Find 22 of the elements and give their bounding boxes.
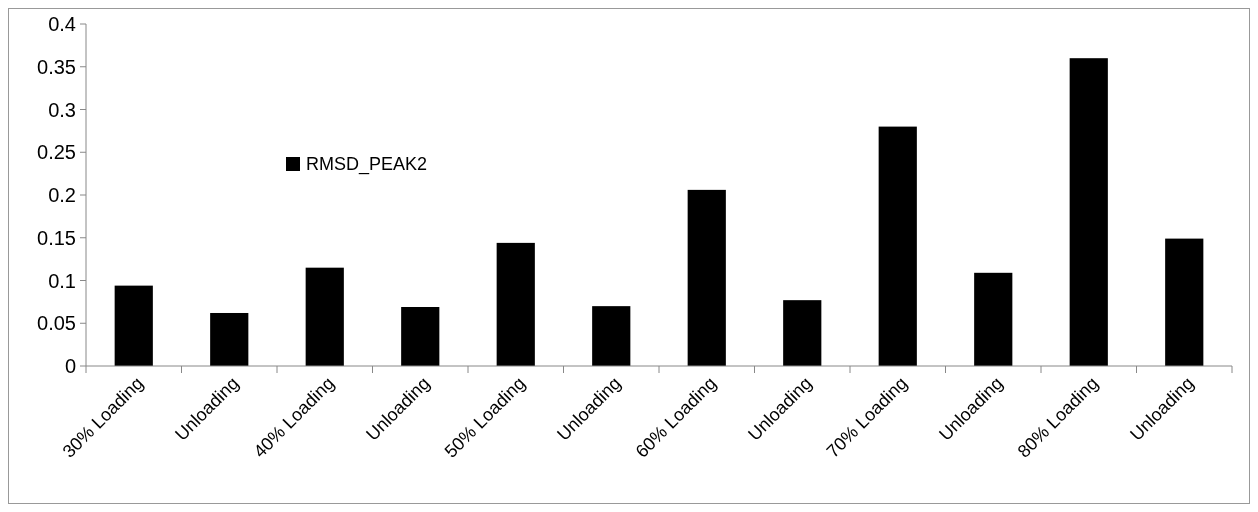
y-tick-label: 0.3 [48, 98, 76, 121]
bar [401, 307, 440, 366]
y-tick-label: 0.2 [48, 184, 76, 206]
bar [1069, 58, 1108, 366]
y-tick-label: 0.4 [48, 13, 76, 35]
y-tick-label: 0.25 [37, 141, 76, 164]
y-tick-label: 0 [64, 355, 76, 377]
y-tick-label: 0.05 [37, 312, 76, 335]
bar [974, 272, 1013, 366]
bar [687, 189, 726, 366]
bar [210, 312, 249, 366]
y-tick-label: 0.15 [37, 226, 76, 249]
bar [305, 267, 344, 366]
bar [592, 306, 631, 366]
bar [496, 242, 535, 366]
y-tick-label: 0.35 [37, 55, 76, 78]
legend-label: RMSD_PEAK2 [306, 154, 428, 176]
y-tick-label: 0.1 [48, 269, 76, 292]
bar [114, 285, 153, 366]
bar [878, 126, 917, 366]
bar [1165, 238, 1204, 366]
bar [783, 300, 822, 366]
